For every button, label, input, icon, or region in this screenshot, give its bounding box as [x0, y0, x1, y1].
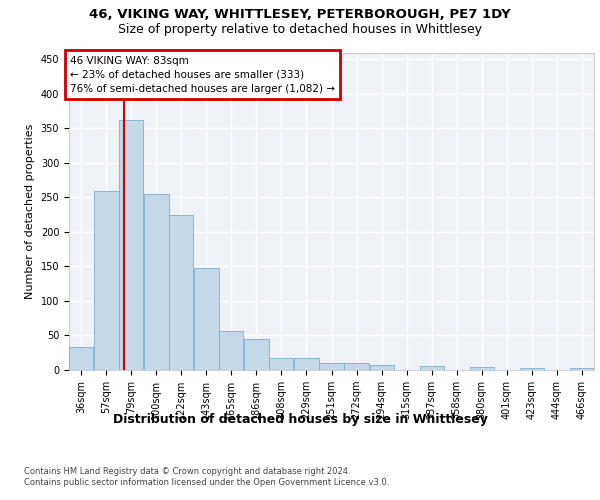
Bar [294, 358, 319, 370]
Bar [269, 358, 293, 370]
Bar [119, 120, 143, 370]
Bar [520, 368, 544, 370]
Bar [570, 368, 594, 370]
Text: Contains HM Land Registry data © Crown copyright and database right 2024.
Contai: Contains HM Land Registry data © Crown c… [24, 468, 389, 487]
Text: 46 VIKING WAY: 83sqm
← 23% of detached houses are smaller (333)
76% of semi-deta: 46 VIKING WAY: 83sqm ← 23% of detached h… [70, 56, 335, 94]
Bar [94, 190, 119, 370]
Bar [220, 330, 244, 370]
Bar [419, 366, 443, 370]
Bar [244, 339, 269, 370]
Bar [319, 363, 344, 370]
Bar [470, 366, 494, 370]
Text: Distribution of detached houses by size in Whittlesey: Distribution of detached houses by size … [113, 412, 487, 426]
Y-axis label: Number of detached properties: Number of detached properties [25, 124, 35, 299]
Bar [169, 214, 193, 370]
Bar [194, 268, 219, 370]
Text: 46, VIKING WAY, WHITTLESEY, PETERBOROUGH, PE7 1DY: 46, VIKING WAY, WHITTLESEY, PETERBOROUGH… [89, 8, 511, 20]
Bar [69, 347, 93, 370]
Text: Size of property relative to detached houses in Whittlesey: Size of property relative to detached ho… [118, 22, 482, 36]
Bar [370, 365, 394, 370]
Bar [344, 363, 369, 370]
Bar [143, 194, 169, 370]
